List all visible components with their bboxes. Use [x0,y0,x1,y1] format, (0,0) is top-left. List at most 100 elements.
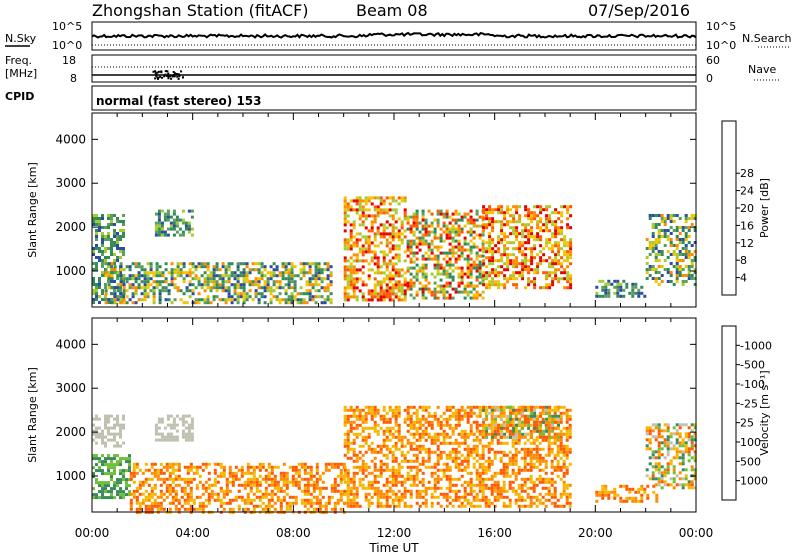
heatmap-cell [101,250,104,253]
heatmap-cell [241,472,244,475]
heatmap-cell [533,496,536,499]
heatmap-cell [542,253,545,256]
heatmap-cell [191,418,194,421]
heatmap-cell [295,481,298,484]
heatmap-cell [515,499,518,502]
heatmap-cell [186,271,189,274]
heatmap-cell [95,292,98,295]
heatmap-cell [347,280,350,283]
freq-dot [156,74,158,76]
heatmap-cell [491,493,494,496]
heatmap-cell [461,276,464,279]
heatmap-cell [428,454,431,457]
heatmap-cell [189,280,192,283]
heatmap-cell [515,427,518,430]
heatmap-cell [527,238,530,241]
heatmap-cell [110,478,113,481]
heatmap-cell [174,271,177,274]
heatmap-cell [467,454,470,457]
heatmap-cell [491,259,494,262]
heatmap-cell [437,418,440,421]
heatmap-cell [220,490,223,493]
heatmap-cell [479,439,482,442]
heatmap-cell [679,217,682,220]
heatmap-cell [482,451,485,454]
heatmap-cell [173,234,176,237]
heatmap-cell [452,433,455,436]
heatmap-cell [347,268,350,271]
heatmap-cell [264,268,267,271]
heatmap-cell [150,268,153,271]
heatmap-cell [303,301,306,304]
heatmap-cell [389,280,392,283]
heatmap-cell [110,427,113,430]
heatmap-cell [395,499,398,502]
heatmap-cell [395,436,398,439]
heatmap-cell [183,271,186,274]
heatmap-cell [172,472,175,475]
heatmap-cell [386,457,389,460]
heatmap-cell [619,289,622,292]
heatmap-cell [380,283,383,286]
heatmap-cell [362,445,365,448]
heatmap-cell [380,196,383,199]
heatmap-cell [503,469,506,472]
heatmap-cell [419,243,422,246]
heatmap-cell [524,259,527,262]
heatmap-cell [488,280,491,283]
heatmap-cell [422,264,425,267]
heatmap-cell [386,439,389,442]
heatmap-cell [353,415,356,418]
heatmap-cell [271,490,274,493]
heatmap-cell [386,277,389,280]
heatmap-cell [319,493,322,496]
heatmap-cell [416,243,419,246]
heatmap-cell [554,256,557,259]
heatmap-cell [107,235,110,238]
heatmap-cell [347,208,350,211]
heatmap-cell [485,499,488,502]
freq-dot [154,77,156,79]
heatmap-cell [664,259,667,262]
heatmap-cell [113,439,116,442]
heatmap-cell [670,280,673,283]
heatmap-cell [488,211,491,214]
heatmap-cell [386,244,389,247]
heatmap-cell [169,478,172,481]
heatmap-cell [616,283,619,286]
heatmap-cell [512,433,515,436]
heatmap-cell [173,210,176,213]
heatmap-cell [422,285,425,288]
heatmap-cell [542,460,545,463]
heatmap-cell [291,286,294,289]
heatmap-cell [395,457,398,460]
heatmap-cell [318,265,321,268]
heatmap-cell [191,439,194,442]
heatmap-cell [410,424,413,427]
heatmap-cell [500,265,503,268]
heatmap-cell [521,253,524,256]
heatmap-cell [557,499,560,502]
heatmap-cell [222,280,225,283]
heatmap-cell [554,268,557,271]
heatmap-cell [425,225,428,228]
heatmap-cell [428,466,431,469]
heatmap-cell [569,286,572,289]
heatmap-cell [365,214,368,217]
heatmap-cell [95,220,98,223]
heatmap-cell [524,268,527,271]
heatmap-cell [473,499,476,502]
heatmap-cell [410,243,413,246]
heatmap-cell [187,508,190,511]
heatmap-cell [655,280,658,283]
heatmap-cell [637,292,640,295]
heatmap-cell [368,445,371,448]
heatmap-cell [551,235,554,238]
heatmap-cell [446,469,449,472]
heatmap-cell [147,295,150,298]
heatmap-cell [129,277,132,280]
heatmap-cell [455,418,458,421]
heatmap-cell [446,433,449,436]
heatmap-cell [545,214,548,217]
heatmap-cell [147,292,150,295]
